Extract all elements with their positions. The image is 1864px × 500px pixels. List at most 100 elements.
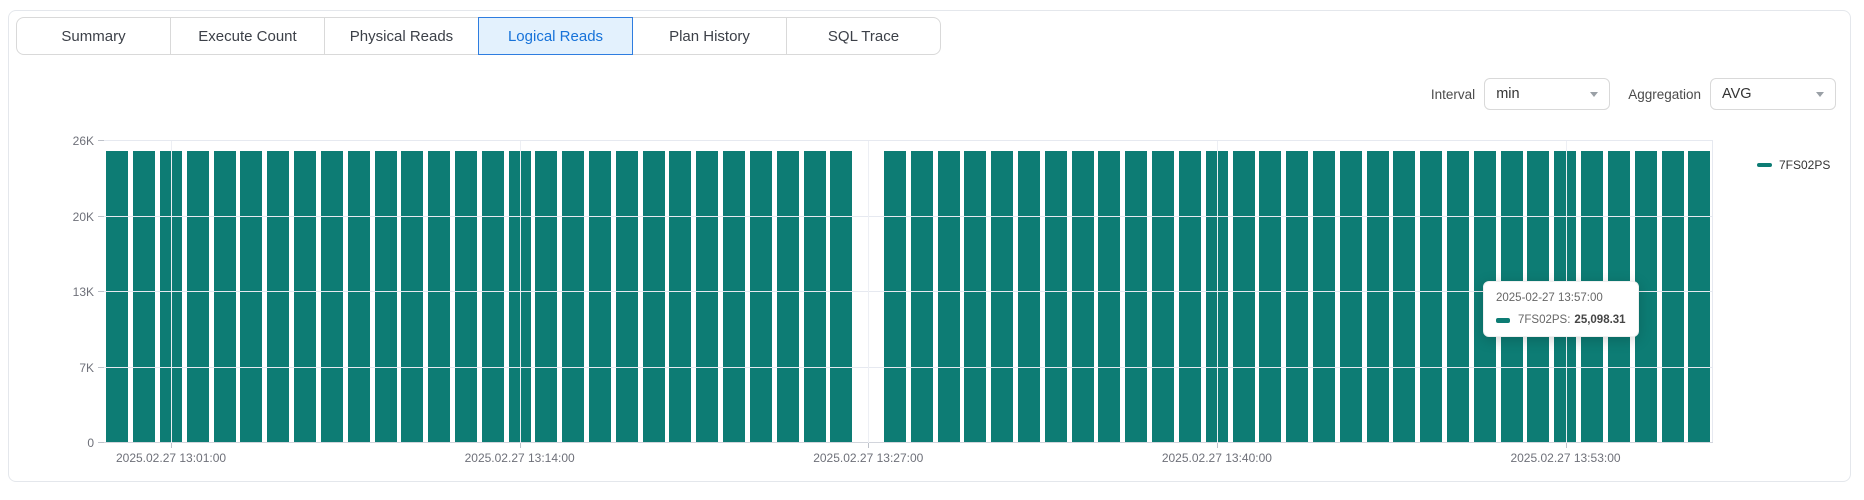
bar-slot [694,141,721,442]
legend-item-7fs02ps[interactable]: 7FS02PS [1757,158,1830,172]
bar-13:54[interactable] [1581,151,1604,442]
bar-13:52[interactable] [1527,151,1550,442]
bar-13:47[interactable] [1393,151,1416,442]
bar-13:19[interactable] [642,151,665,442]
bar-13:49[interactable] [1447,151,1470,442]
bar-13:58[interactable] [1688,151,1711,442]
bar-slot [1337,141,1364,442]
bar-13:15[interactable] [535,151,558,442]
bar-slot [104,141,131,442]
bar-13:48[interactable] [1420,151,1443,442]
bar-13:02[interactable] [186,151,209,442]
bar-13:25[interactable] [803,151,826,442]
x-tick-mark [1216,443,1218,448]
sql-detail-panel: Summary Execute Count Physical Reads Logica… [8,10,1851,482]
bar-13:08[interactable] [347,151,370,442]
bar-13:57[interactable] [1661,151,1684,442]
bar-slot [1391,141,1418,442]
bar-13:33[interactable] [1018,151,1041,442]
plot-right-border [1712,141,1713,443]
bar-13:18[interactable] [615,151,638,442]
bar-13:20[interactable] [669,151,692,442]
bar-13:13[interactable] [481,151,504,442]
bar-13:05[interactable] [267,151,290,442]
y-tick-mark [98,442,104,443]
bar-13:10[interactable] [401,151,424,442]
bar-13:40[interactable] [1205,151,1228,442]
tab-execute-count[interactable]: Execute Count [170,17,325,55]
x-axis-label: 2025.02.27 13:01:00 [115,451,227,465]
bar-13:17[interactable] [589,151,612,442]
bar-slot [1445,141,1472,442]
bar-13:35[interactable] [1071,151,1094,442]
bar-13:37[interactable] [1125,151,1148,442]
bar-13:07[interactable] [320,151,343,442]
aggregation-select[interactable]: AVG [1710,78,1836,110]
bar-slot [265,141,292,442]
bar-slot [399,141,426,442]
chevron-down-icon [1816,91,1824,97]
interval-select[interactable]: min [1484,78,1611,110]
bar-13:24[interactable] [776,151,799,442]
bar-13:21[interactable] [696,151,719,442]
bar-13:32[interactable] [991,151,1014,442]
tab-logical-reads[interactable]: Logical Reads [478,17,633,55]
interval-select-value: min [1496,86,1520,102]
bar-slot [506,141,533,442]
bar-13:30[interactable] [937,151,960,442]
bar-13:14[interactable] [508,151,531,442]
tab-plan-history[interactable]: Plan History [632,17,787,55]
bar-13:39[interactable] [1178,151,1201,442]
bar-slot [962,141,989,442]
bar-13:44[interactable] [1312,151,1335,442]
bar-13:12[interactable] [454,151,477,442]
bar-13:28[interactable] [883,151,906,442]
bar-13:04[interactable] [240,151,263,442]
tab-bar: Summary Execute Count Physical Reads Logica… [16,17,941,55]
gridline [104,366,1713,368]
bar-13:11[interactable] [428,151,451,442]
bar-13:51[interactable] [1500,151,1523,442]
bar-13:46[interactable] [1366,151,1389,442]
bar-slot [1686,141,1713,442]
y-tick-mark [98,291,104,292]
bar-13:09[interactable] [374,151,397,442]
bar-slot [935,141,962,442]
bar-slot [184,141,211,442]
gridline [104,215,1713,217]
bar-slot [640,141,667,442]
tab-sql-trace[interactable]: SQL Trace [786,17,941,55]
x-tick-mark [171,443,173,448]
bar-13:36[interactable] [1098,151,1121,442]
bar-13:56[interactable] [1634,151,1657,442]
x-axis-label: 2025.02.27 13:27:00 [813,451,924,465]
bar-13:31[interactable] [964,151,987,442]
bar-13:43[interactable] [1286,151,1309,442]
bar-13:26[interactable] [830,151,853,442]
bar-13:41[interactable] [1232,151,1255,442]
bar-13:38[interactable] [1152,151,1175,442]
legend-marker [1757,163,1772,167]
bar-13:16[interactable] [562,151,585,442]
bar-12:59[interactable] [106,151,129,442]
bar-13:42[interactable] [1259,151,1282,442]
tab-summary[interactable]: Summary [16,17,171,55]
tab-physical-reads[interactable]: Physical Reads [324,17,479,55]
bar-13:55[interactable] [1607,151,1630,442]
bar-series [104,141,1713,442]
bar-13:00[interactable] [133,151,156,442]
bar-13:45[interactable] [1339,151,1362,442]
bar-13:22[interactable] [723,151,746,442]
bar-13:23[interactable] [749,151,772,442]
chevron-down-icon [1590,91,1599,97]
bar-slot [238,141,265,442]
bar-slot [1311,141,1338,442]
bar-13:34[interactable] [1044,151,1067,442]
bar-13:50[interactable] [1473,151,1496,442]
bar-slot [1257,141,1284,442]
bar-13:29[interactable] [910,151,933,442]
y-axis-label: 20K [72,209,94,224]
bar-13:03[interactable] [213,151,236,442]
bar-slot [1177,141,1204,442]
bar-13:06[interactable] [294,151,317,442]
